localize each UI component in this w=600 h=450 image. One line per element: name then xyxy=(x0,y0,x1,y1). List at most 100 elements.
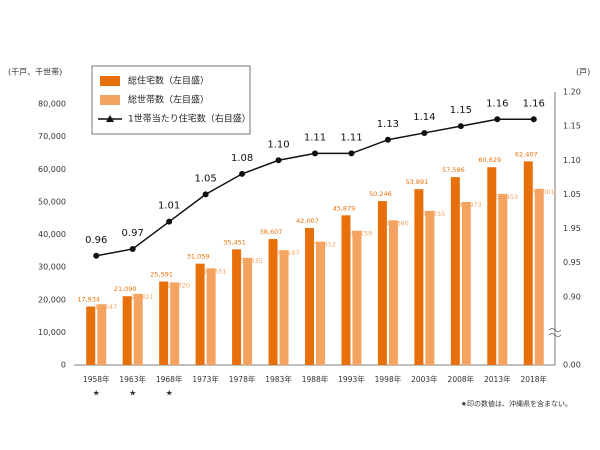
bar xyxy=(206,268,216,365)
bar xyxy=(487,167,497,365)
line-value-label: 1.16 xyxy=(523,98,545,109)
x-tick-label: 1968年 xyxy=(156,374,183,384)
bar-value-label: 38,607 xyxy=(260,228,283,236)
line-point xyxy=(457,123,464,130)
bar xyxy=(268,239,278,365)
bar-value-label: 50,246 xyxy=(369,190,392,198)
line-value-label: 1.11 xyxy=(340,132,362,143)
x-tick-label: 1963年 xyxy=(119,374,146,384)
bar-value-label: 17,934 xyxy=(77,295,100,303)
y2-tick-label: 1.15 xyxy=(563,122,581,131)
line-point xyxy=(93,252,100,259)
axis-break xyxy=(548,328,562,337)
bar-value-label: 57,586 xyxy=(442,166,465,174)
legend-swatch xyxy=(100,76,120,86)
bar-value-label: 49,973 xyxy=(459,201,482,209)
line-value-label: 1.15 xyxy=(450,105,472,116)
line-value-label: 0.97 xyxy=(122,228,144,239)
legend-swatch xyxy=(100,95,120,105)
line-value-label: 1.13 xyxy=(377,119,399,130)
bar-value-label: 25,320 xyxy=(167,281,190,289)
x-tick-label: 1983年 xyxy=(265,374,292,384)
bar xyxy=(86,306,96,365)
bar-value-label: 41,159 xyxy=(350,230,373,238)
bar-value-label: 18,647 xyxy=(94,303,117,311)
bar-value-label: 42,007 xyxy=(296,217,319,225)
bar xyxy=(195,263,205,365)
bar-value-label: 37,812 xyxy=(313,241,336,249)
bar xyxy=(305,227,314,365)
legend-label: 総世帯数（左目盛） xyxy=(128,94,209,106)
bar-value-label: 29,651 xyxy=(204,267,227,275)
x-tick-label: 1958年 xyxy=(83,374,110,384)
y2-tick-label: 1.05 xyxy=(563,190,581,199)
y-tick-label: 0 xyxy=(61,361,66,370)
x-tick-label: 1993年 xyxy=(338,374,365,384)
bar-value-label: 62,407 xyxy=(515,150,538,158)
y-tick-label: 60,000 xyxy=(38,165,66,174)
y2-tick-label: 0.95 xyxy=(563,258,581,267)
bar-value-label: 31,059 xyxy=(187,253,210,261)
x-tick-label: 2018年 xyxy=(520,374,547,384)
y2-axis-label: (戸) xyxy=(576,68,590,77)
bar-value-label: 44,360 xyxy=(386,219,409,227)
bar xyxy=(341,215,351,365)
bar xyxy=(243,257,253,365)
bar xyxy=(170,282,180,365)
bar xyxy=(498,193,508,365)
category-mark: ★ xyxy=(166,389,173,398)
bar-value-label: 35,197 xyxy=(277,249,300,257)
x-tick-label: 2008年 xyxy=(448,374,475,384)
line-point xyxy=(239,170,246,177)
bar-value-label: 25,591 xyxy=(150,271,173,279)
x-tick-label: 2003年 xyxy=(411,374,438,384)
bar-value-label: 35,451 xyxy=(223,238,246,246)
legend-label: 総住宅数（左目盛） xyxy=(128,75,209,87)
y-axis-label: (千戸、千世帯) xyxy=(8,67,62,77)
x-tick-label: 2013年 xyxy=(484,374,511,384)
category-mark: ★ xyxy=(93,389,100,398)
line-point xyxy=(312,150,318,157)
bar xyxy=(97,304,107,365)
category-mark: ★ xyxy=(129,389,136,398)
y-tick-label: 20,000 xyxy=(38,295,66,304)
bar xyxy=(377,201,387,365)
y-tick-label: 50,000 xyxy=(38,197,66,206)
line-value-label: 1.14 xyxy=(413,112,435,123)
y-tick-label: 30,000 xyxy=(38,263,66,272)
line-value-label: 0.96 xyxy=(85,235,107,246)
bar xyxy=(122,296,132,365)
line-point xyxy=(166,218,173,225)
bar xyxy=(316,241,325,365)
bar-value-label: 47,255 xyxy=(423,210,446,218)
bar-value-label: 60,629 xyxy=(478,156,501,164)
bar xyxy=(232,249,242,365)
line-point xyxy=(202,191,209,198)
bar xyxy=(450,177,460,365)
line-value-label: 1.10 xyxy=(267,139,289,150)
line-point xyxy=(275,157,282,164)
bar xyxy=(388,220,398,365)
x-tick-label: 1973年 xyxy=(192,374,219,384)
bar-value-label: 21,090 xyxy=(114,285,137,293)
bar xyxy=(352,230,362,365)
bar-value-label: 52,453 xyxy=(495,193,518,201)
line-point xyxy=(421,129,428,136)
bar-value-label: 21,821 xyxy=(131,293,154,301)
line-value-label: 1.05 xyxy=(194,173,216,184)
line-point xyxy=(129,245,136,252)
legend-label: 1世帯当たり住宅数（右目盛） xyxy=(128,113,251,125)
bar xyxy=(425,210,435,365)
bar xyxy=(534,188,544,365)
bar xyxy=(279,250,289,365)
bar xyxy=(159,281,169,365)
x-tick-label: 1988年 xyxy=(302,374,329,384)
y-tick-label: 10,000 xyxy=(38,328,66,337)
y-tick-label: 70,000 xyxy=(38,132,66,141)
x-tick-label: 1978年 xyxy=(229,374,256,384)
line-value-label: 1.01 xyxy=(158,201,180,212)
bar-value-label: 53,891 xyxy=(406,178,429,186)
bar xyxy=(414,189,424,365)
y2-tick-label: 0.90 xyxy=(563,292,581,301)
bar-value-label: 32,835 xyxy=(240,257,263,265)
